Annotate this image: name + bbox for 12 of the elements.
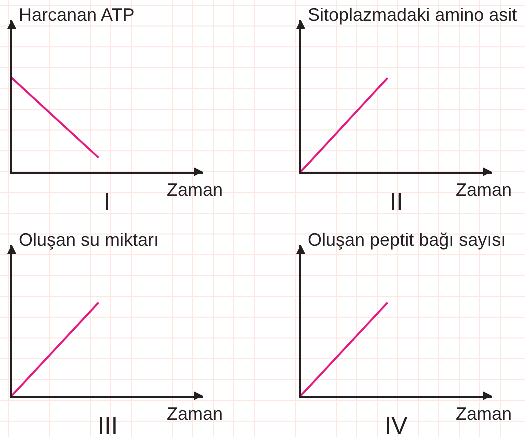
text: IV (385, 413, 408, 437)
y-axis-title: Oluşan peptit bağı sayısı (308, 230, 506, 250)
y-axis-title: Sitoplazmadaki amino asit (308, 5, 518, 25)
y-axis-title: Harcanan ATP (19, 5, 135, 25)
x-axis-title: Zaman (167, 404, 224, 424)
y-axis-title: Oluşan su miktarı (19, 230, 160, 250)
text: II (390, 189, 404, 216)
text: III (98, 413, 118, 437)
text: I (104, 189, 111, 216)
x-axis-title: Zaman (167, 180, 224, 200)
x-axis-title: Zaman (456, 180, 512, 200)
x-axis-title: Zaman (456, 404, 512, 424)
